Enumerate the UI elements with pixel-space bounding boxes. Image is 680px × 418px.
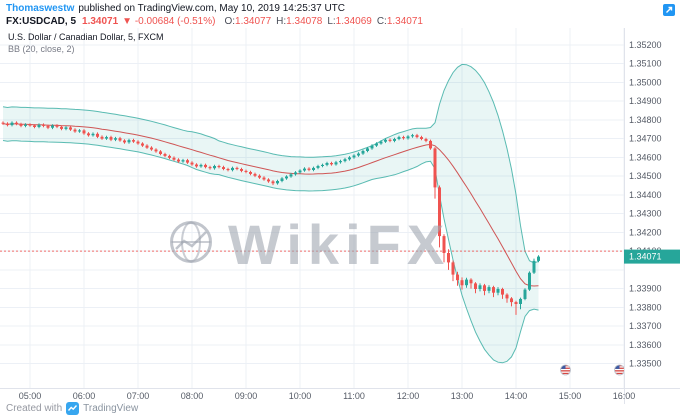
svg-text:1.34400: 1.34400 xyxy=(629,190,662,200)
svg-text:05:00: 05:00 xyxy=(19,391,42,401)
published-text: published on TradingView.com, May 10, 20… xyxy=(78,3,346,14)
symbol-interval: FX:USDCAD, 5 xyxy=(6,16,77,27)
svg-text:06:00: 06:00 xyxy=(73,391,96,401)
candlestick-series xyxy=(1,121,540,315)
open-value: 1.34077 xyxy=(235,16,272,27)
open-label: O: xyxy=(224,16,236,27)
svg-text:1.35100: 1.35100 xyxy=(629,59,662,69)
svg-text:1.34200: 1.34200 xyxy=(629,227,662,237)
svg-text:1.34500: 1.34500 xyxy=(629,171,662,181)
us-flag-icon[interactable] xyxy=(614,364,625,376)
svg-text:1.34900: 1.34900 xyxy=(629,96,662,106)
tradingview-link[interactable]: TradingView xyxy=(83,403,139,414)
bollinger-bands xyxy=(2,63,539,364)
svg-text:1.34071: 1.34071 xyxy=(629,252,662,262)
price-change: ▼ -0.00684 (-0.51%) xyxy=(122,16,216,27)
last-price: 1.34071 xyxy=(82,16,119,27)
low-label: L: xyxy=(327,16,336,27)
high-value: 1.34078 xyxy=(286,16,323,27)
close-label: C: xyxy=(376,16,387,27)
svg-text:08:00: 08:00 xyxy=(181,391,204,401)
last-price-badge: 1.34071 xyxy=(624,249,680,264)
svg-text:1.33600: 1.33600 xyxy=(629,340,662,350)
legend-indicator: BB (20, close, 2) xyxy=(8,44,75,54)
tradingview-logo-icon[interactable] xyxy=(66,402,80,415)
high-label: H: xyxy=(276,16,287,27)
svg-text:1.33900: 1.33900 xyxy=(629,284,662,294)
time-axis: 05:00 06:00 07:00 08:00 09:00 10:00 11:00 12:00… xyxy=(19,391,636,401)
us-flag-icon[interactable] xyxy=(560,364,571,376)
svg-text:1.35200: 1.35200 xyxy=(629,40,662,50)
svg-text:1.33700: 1.33700 xyxy=(629,321,662,331)
ohlc-values: O:1.34077 H:1.34078 L:1.34069 C:1.34071 xyxy=(219,16,423,27)
svg-text:15:00: 15:00 xyxy=(559,391,582,401)
close-value: 1.34071 xyxy=(386,16,423,27)
svg-text:10:00: 10:00 xyxy=(289,391,312,401)
svg-text:09:00: 09:00 xyxy=(235,391,258,401)
chart-legend: U.S. Dollar / Canadian Dollar, 5, FXCM B… xyxy=(8,31,164,55)
svg-text:07:00: 07:00 xyxy=(127,391,150,401)
svg-text:11:00: 11:00 xyxy=(343,391,365,401)
low-value: 1.34069 xyxy=(335,16,372,27)
svg-text:1.34600: 1.34600 xyxy=(629,152,662,162)
svg-text:1.34700: 1.34700 xyxy=(629,134,662,144)
tradingview-share-icon[interactable] xyxy=(662,3,676,17)
svg-text:1.33500: 1.33500 xyxy=(629,359,662,369)
svg-text:13:00: 13:00 xyxy=(451,391,474,401)
grid-lines xyxy=(0,28,624,388)
svg-text:1.33800: 1.33800 xyxy=(629,302,662,312)
header: Thomaswestw published on TradingView.com,… xyxy=(0,0,680,28)
symbol-line: FX:USDCAD, 5 1.34071 ▼ -0.00684 (-0.51%) O:… xyxy=(6,15,674,28)
footer: Created with TradingView xyxy=(6,402,138,415)
svg-text:1.34300: 1.34300 xyxy=(629,209,662,219)
svg-text:1.34800: 1.34800 xyxy=(629,115,662,125)
created-with-text: Created with xyxy=(6,403,63,414)
plot-area[interactable] xyxy=(0,28,624,388)
published-line: Thomaswestw published on TradingView.com,… xyxy=(6,3,674,15)
axis-separators xyxy=(0,28,680,404)
svg-text:14:00: 14:00 xyxy=(505,391,528,401)
svg-text:12:00: 12:00 xyxy=(397,391,420,401)
svg-text:1.35000: 1.35000 xyxy=(629,77,662,87)
legend-symbol-title: U.S. Dollar / Canadian Dollar, 5, FXCM xyxy=(8,32,164,42)
svg-text:16:00: 16:00 xyxy=(613,391,636,401)
author-link[interactable]: Thomaswestw xyxy=(6,3,75,14)
price-axis: 1.35200 1.35100 1.35000 1.34900 1.34800 1.347… xyxy=(629,40,662,369)
